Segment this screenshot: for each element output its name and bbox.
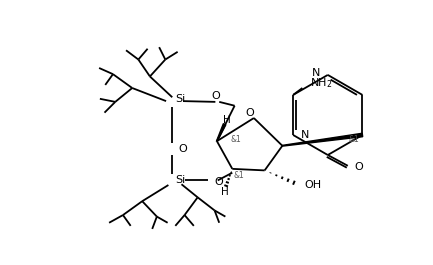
Text: N: N [301, 130, 309, 140]
Text: O: O [178, 144, 187, 154]
Text: H: H [223, 114, 231, 125]
Text: H: H [221, 187, 229, 197]
Text: O: O [354, 162, 363, 172]
Polygon shape [216, 124, 226, 141]
Text: O: O [215, 177, 223, 187]
Text: O: O [211, 91, 220, 101]
Text: &1: &1 [234, 170, 245, 179]
Text: OH: OH [305, 180, 322, 190]
Polygon shape [282, 133, 363, 146]
Text: Si: Si [175, 94, 185, 104]
Text: NH$_2$: NH$_2$ [310, 76, 333, 90]
Text: O: O [246, 108, 255, 118]
Text: Si: Si [175, 175, 185, 186]
Text: &1: &1 [231, 135, 242, 144]
Text: &1: &1 [349, 135, 359, 144]
Text: N: N [312, 68, 320, 78]
